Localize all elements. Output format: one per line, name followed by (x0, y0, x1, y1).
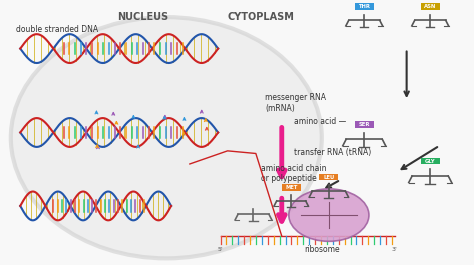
Text: THR: THR (358, 4, 370, 9)
Bar (319, 174, 338, 180)
Text: GLY: GLY (425, 159, 436, 164)
Ellipse shape (11, 17, 322, 258)
Text: SER: SER (358, 122, 370, 127)
Text: transfer RNA (tRNA): transfer RNA (tRNA) (293, 148, 371, 157)
Text: NUCLEUS: NUCLEUS (117, 12, 168, 22)
Ellipse shape (289, 189, 369, 241)
Bar (421, 3, 439, 10)
Text: 5': 5' (218, 246, 223, 251)
Text: ribosome: ribosome (304, 245, 340, 254)
Text: 3': 3' (392, 246, 398, 251)
Text: CYTOPLASM: CYTOPLASM (227, 12, 294, 22)
Text: ASN: ASN (424, 4, 437, 9)
Text: LEU: LEU (323, 175, 335, 180)
Text: amino acid —: amino acid — (293, 117, 346, 126)
Text: messenger RNA
(mRNA): messenger RNA (mRNA) (265, 93, 326, 113)
Bar (282, 184, 301, 191)
Text: MET: MET (285, 185, 297, 190)
Text: amino acid chain
or polypeptide: amino acid chain or polypeptide (261, 164, 326, 183)
Bar (355, 121, 374, 128)
Text: double stranded DNA: double stranded DNA (16, 25, 98, 34)
Bar (421, 158, 439, 165)
Bar (355, 3, 374, 10)
